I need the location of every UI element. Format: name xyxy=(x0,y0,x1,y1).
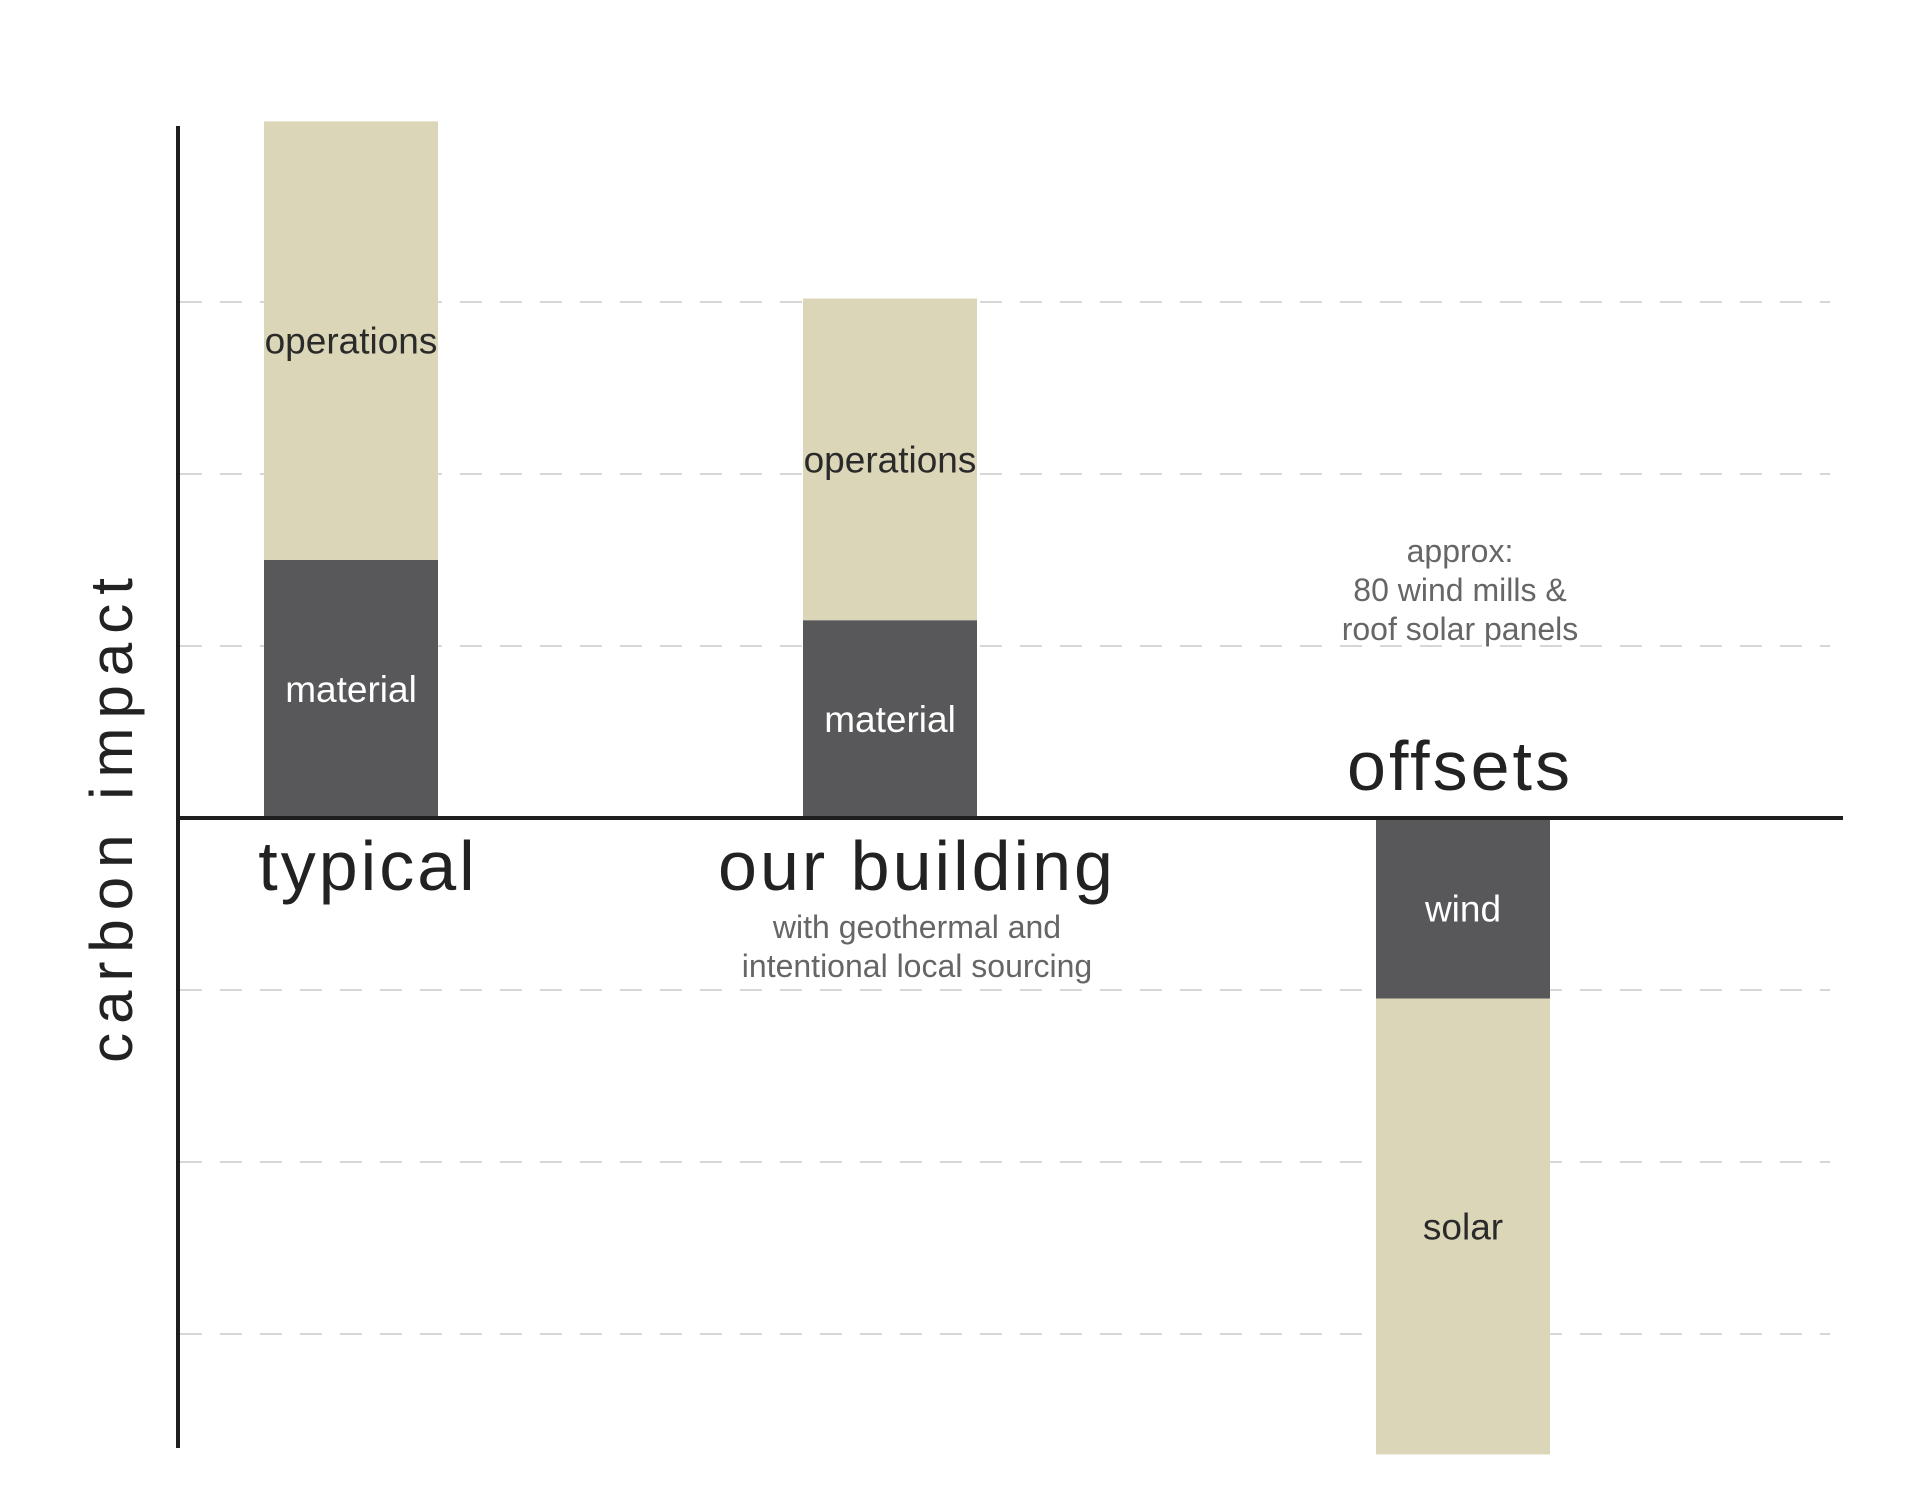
category-subtitle: intentional local sourcing xyxy=(742,948,1092,984)
bar-typical-material xyxy=(264,560,438,818)
segment-label: operations xyxy=(265,321,438,362)
segment-label: solar xyxy=(1423,1207,1503,1248)
category-title: typical xyxy=(258,827,477,905)
y-axis-label: carbon impact xyxy=(78,569,145,1063)
bar-our-building-operations xyxy=(803,298,977,621)
segment-label: wind xyxy=(1424,888,1501,929)
category-subtitle: 80 wind mills & xyxy=(1353,572,1566,608)
segment-label: operations xyxy=(804,439,977,480)
category-labels: typical our building with geothermal andin… xyxy=(258,533,1578,984)
bar-offsets-wind xyxy=(1376,818,1550,999)
category-subtitle: roof solar panels xyxy=(1342,611,1579,647)
gridlines xyxy=(180,301,1830,1335)
segment-label: material xyxy=(285,669,417,710)
category-title: our building xyxy=(718,827,1116,905)
category-subtitle: with geothermal and xyxy=(772,909,1061,945)
category-subtitle: approx: xyxy=(1407,533,1514,569)
bar-our-building-material xyxy=(803,620,977,818)
bar-offsets-solar xyxy=(1376,998,1550,1455)
bar-typical-operations xyxy=(264,121,438,561)
category-title: offsets xyxy=(1347,727,1573,805)
segment-label: material xyxy=(824,699,956,740)
axes xyxy=(176,126,1843,1448)
bars: material operations material operations wind… xyxy=(264,121,1550,1455)
